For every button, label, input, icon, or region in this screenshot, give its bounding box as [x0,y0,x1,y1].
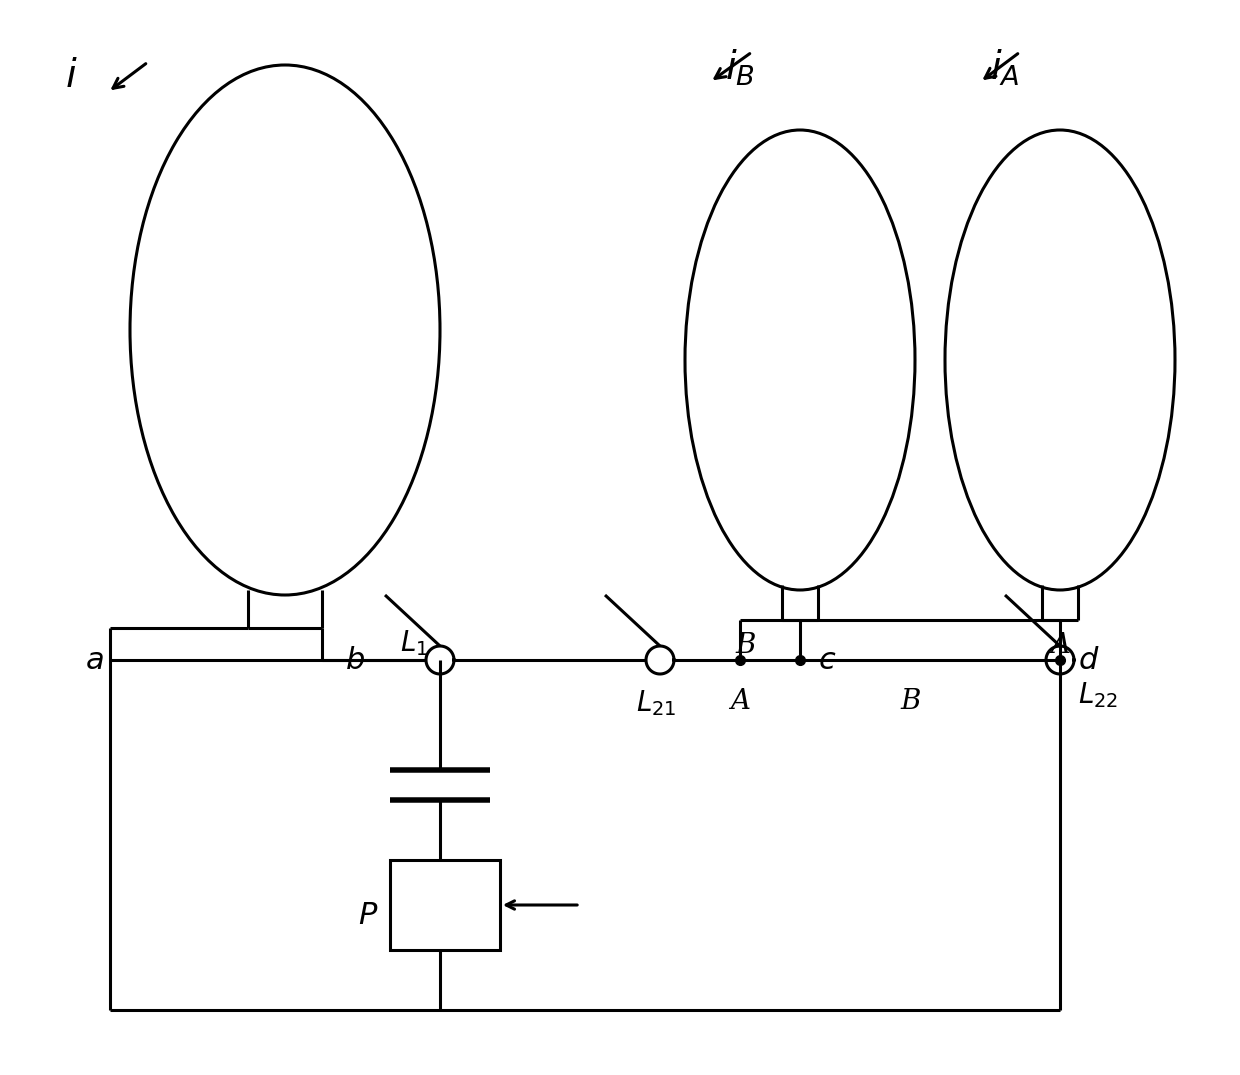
Text: $i_A$: $i_A$ [990,48,1019,88]
Text: B: B [900,688,920,715]
Text: $a$: $a$ [86,645,104,676]
Text: $b$: $b$ [345,645,365,676]
Text: $L_{21}$: $L_{21}$ [636,688,677,718]
Text: $P$: $P$ [358,900,378,931]
Text: $d$: $d$ [1078,645,1100,676]
Text: $c$: $c$ [818,645,836,676]
Polygon shape [427,646,454,674]
Bar [391,860,500,950]
Polygon shape [646,646,675,674]
Text: $L_1$: $L_1$ [401,628,428,658]
Text: $i$: $i$ [64,58,78,95]
Text: $i_B$: $i_B$ [725,48,755,88]
Text: $L_{22}$: $L_{22}$ [1078,680,1118,710]
Text: A: A [730,688,750,715]
Text: B: B [735,632,755,659]
Polygon shape [1047,646,1074,674]
Text: A: A [1050,632,1070,659]
